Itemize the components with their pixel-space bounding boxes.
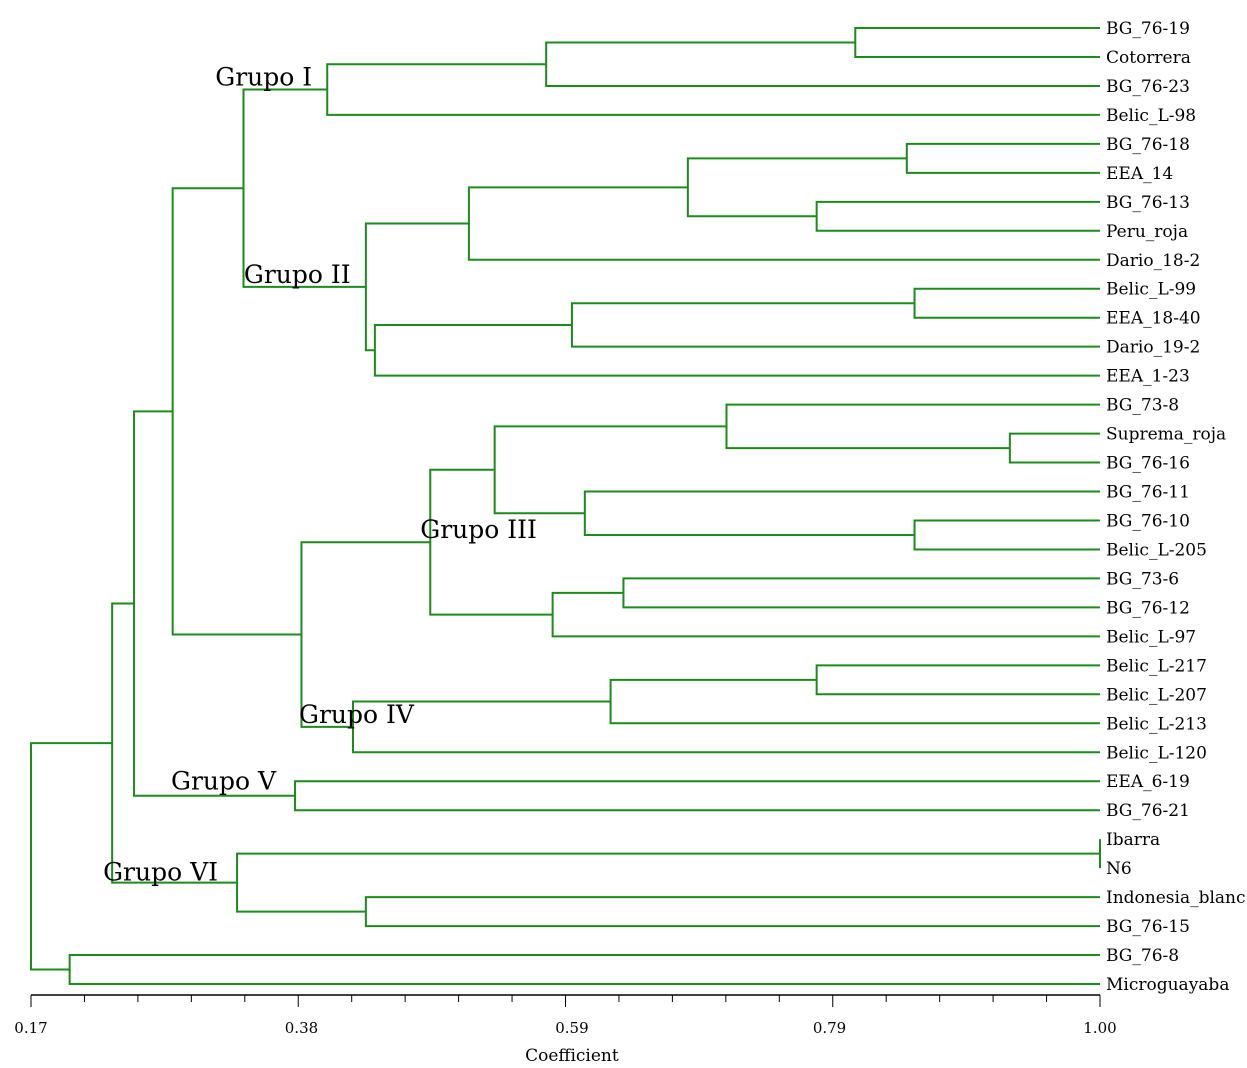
group-labels: Grupo I Grupo II Grupo III Grupo IV Grupo V G…	[103, 63, 537, 887]
leaf-label: BG_76-10	[1106, 511, 1190, 531]
branch-node	[913, 519, 1100, 551]
group-label: Grupo I	[215, 63, 312, 92]
branch-node	[171, 187, 302, 636]
leaf-label: Belic_L-217	[1106, 656, 1207, 676]
branch-node	[242, 88, 366, 288]
branch-node	[905, 142, 1100, 174]
branch-node	[570, 302, 1100, 348]
leaf-label: Peru_roja	[1106, 222, 1188, 242]
branch-node	[854, 27, 1100, 58]
branch-node	[351, 700, 1100, 754]
leaf-label: BG_76-23	[1106, 77, 1190, 97]
axis-title: Coefficient	[525, 1046, 619, 1066]
tick-label: 1.00	[1083, 1019, 1116, 1037]
branch-node	[1008, 432, 1100, 464]
leaf-label: BG_73-6	[1106, 569, 1179, 589]
leaf-label: BG_76-8	[1106, 946, 1179, 966]
branch-node	[68, 954, 1100, 986]
axis-ticks: 0.17 0.38 0.59 0.79 1.00	[14, 995, 1117, 1037]
branch-node	[551, 591, 1100, 638]
tick-label: 0.38	[285, 1019, 318, 1037]
leaf-label: BG_76-16	[1106, 454, 1190, 474]
branch-node	[913, 287, 1100, 319]
leaf-label: Dario_19-2	[1106, 338, 1200, 358]
tick-label: 0.59	[555, 1019, 588, 1037]
leaf-label: Ibarra	[1106, 830, 1160, 850]
branch-node	[300, 541, 431, 728]
leaf-label: N6	[1106, 859, 1132, 879]
leaf-label: Belic_L-98	[1106, 106, 1196, 126]
branch-node	[294, 780, 1100, 812]
leaf-label: EEA_14	[1106, 164, 1173, 184]
leaf-label: Belic_L-97	[1106, 627, 1196, 647]
leaf-labels: BG_76-19 Cotorrera BG_76-23 Belic_L-98 BG_76…	[1106, 19, 1246, 995]
branch-node	[326, 63, 1100, 116]
leaf-label: Microguayaba	[1106, 975, 1229, 995]
leaf-label: Belic_L-207	[1106, 685, 1207, 705]
tick-label: 0.17	[14, 1019, 47, 1037]
branch-node	[815, 200, 1100, 232]
leaf-label: BG_76-18	[1106, 135, 1190, 155]
leaf-label: Belic_L-213	[1106, 714, 1207, 734]
leaf-label: Belic_L-99	[1106, 280, 1196, 300]
branch-node	[467, 186, 1100, 261]
group-label: Grupo IV	[299, 700, 415, 729]
group-label: Grupo V	[171, 767, 277, 796]
leaf-label: Cotorrera	[1106, 48, 1191, 68]
branch-node	[30, 742, 113, 971]
group-label: Grupo VI	[103, 858, 218, 887]
branch-node	[364, 222, 469, 352]
branch-node	[545, 41, 1100, 87]
leaf-label: Indonesia_blanc	[1106, 888, 1246, 908]
coefficient-axis: 0.17 0.38 0.59 0.79 1.00 Coefficient	[14, 994, 1117, 1066]
leaf-label: BG_76-19	[1106, 19, 1190, 39]
leaf-label: BG_76-15	[1106, 917, 1190, 937]
branch-node	[133, 410, 296, 797]
group-label: Grupo III	[420, 515, 537, 544]
branch-node	[815, 664, 1100, 696]
leaf-label: Belic_L-205	[1106, 540, 1207, 560]
leaf-label: BG_76-21	[1106, 801, 1190, 821]
leaf-label: BG_76-11	[1106, 483, 1190, 503]
branch-node	[583, 490, 1100, 536]
branch-node	[609, 678, 1100, 725]
branch-node	[622, 577, 1100, 609]
dendrogram-branches	[30, 27, 1101, 986]
leaf-label: EEA_6-19	[1106, 772, 1190, 792]
branch-node	[493, 425, 727, 515]
leaf-label: BG_76-13	[1106, 193, 1190, 213]
leaf-label: EEA_1-23	[1106, 367, 1190, 387]
leaf-label: BG_76-12	[1106, 598, 1190, 618]
leaf-label: Belic_L-120	[1106, 743, 1207, 763]
tick-label: 0.79	[813, 1019, 846, 1037]
leaf-label: Dario_18-2	[1106, 251, 1200, 271]
branch-node	[364, 896, 1100, 928]
branch-node	[111, 602, 238, 884]
group-label: Grupo II	[244, 260, 351, 289]
leaf-label: EEA_18-40	[1106, 309, 1201, 329]
leaf-label: Suprema_roja	[1106, 425, 1226, 445]
branch-node	[373, 323, 1100, 377]
branch-node	[725, 403, 1100, 450]
leaf-label: BG_73-8	[1106, 396, 1179, 416]
branch-node	[686, 157, 907, 218]
